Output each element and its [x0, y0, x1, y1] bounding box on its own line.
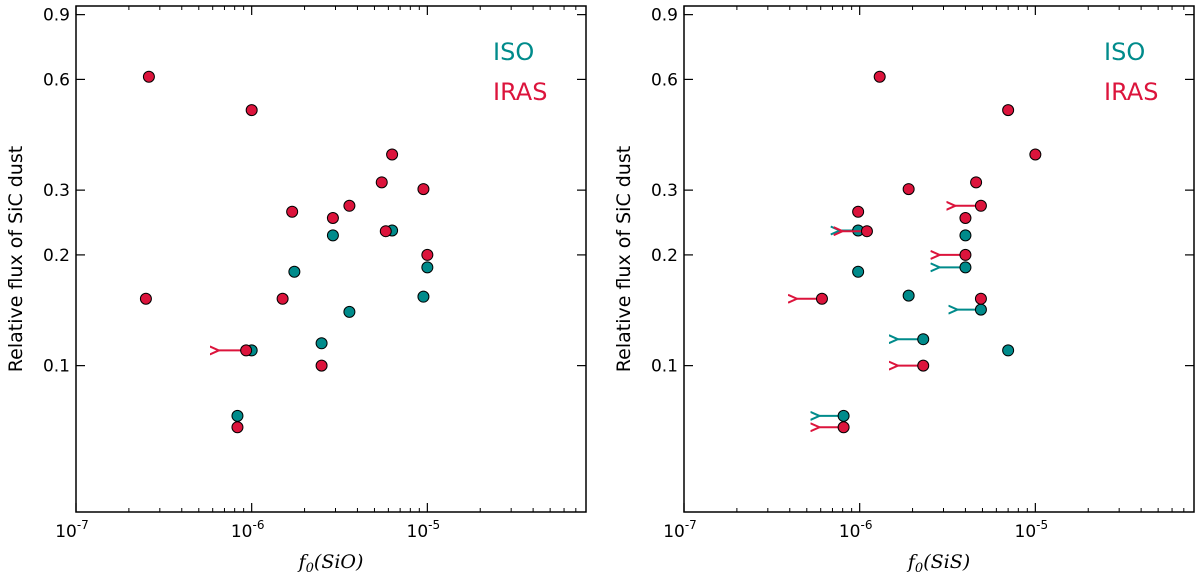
iras-point [139, 292, 152, 305]
right-panel: 0.1 0.2 0.3 0.6 0.9 10-7 10-6 10-5 ISO IRAS Re… [613, 5, 1195, 576]
iras-point [343, 199, 356, 212]
iso-point [837, 409, 850, 422]
legend-iras: IRAS [1104, 78, 1158, 106]
iras-point [231, 421, 244, 434]
iras-point [276, 292, 289, 305]
data-marks [139, 70, 434, 434]
iso-point [421, 261, 434, 274]
iras-point [379, 225, 392, 238]
y-tick-label: 0.3 [43, 181, 70, 201]
iras-point [970, 176, 983, 189]
x-tick-label: 10-6 [839, 518, 873, 542]
iso-point [315, 337, 328, 350]
iras-point [815, 292, 828, 305]
y-axis-label: Relative flux of SiC dust [5, 146, 27, 372]
y-tick-label: 0.1 [43, 357, 70, 377]
iras-point [421, 248, 434, 261]
y-tick-label: 0.9 [651, 6, 678, 26]
iso-point [902, 289, 915, 302]
x-tick-label: 10-5 [407, 518, 441, 542]
iras-point [326, 211, 339, 224]
y-ticks: 0.1 0.2 0.3 0.6 0.9 [43, 6, 586, 377]
iso-point [852, 265, 865, 278]
iras-point [873, 70, 886, 83]
iso-point [288, 265, 301, 278]
iras-point [417, 183, 430, 196]
iso-point [959, 261, 972, 274]
y-tick-label: 0.6 [43, 70, 70, 90]
iras-point [974, 292, 987, 305]
iras-point [837, 421, 850, 434]
iras-point [1002, 104, 1015, 117]
y-tick-label: 0.6 [651, 70, 678, 90]
iras-point [240, 344, 253, 357]
iso-point [417, 290, 430, 303]
iso-point [343, 305, 356, 318]
iras-point [245, 104, 258, 117]
x-ticks: 10-7 10-6 10-5 [55, 6, 587, 542]
legend-iso: ISO [493, 38, 534, 66]
iso-point [974, 303, 987, 316]
x-axis-label: f0(SiO) [297, 551, 364, 576]
iras-point [959, 248, 972, 261]
y-ticks: 0.1 0.2 0.3 0.6 0.9 [651, 6, 1194, 377]
iso-point [326, 229, 339, 242]
iras-point [386, 148, 399, 161]
iras-point [375, 176, 388, 189]
x-axis-label: f0(SiS) [906, 551, 970, 576]
plot-frame [683, 5, 1195, 513]
y-tick-label: 0.2 [43, 246, 70, 266]
iras-point [917, 359, 930, 372]
x-tick-label: 10-5 [1015, 518, 1049, 542]
legend-iras: IRAS [493, 78, 547, 106]
y-tick-label: 0.2 [651, 246, 678, 266]
y-tick-label: 0.9 [43, 6, 70, 26]
iras-point [902, 183, 915, 196]
iras-point [315, 359, 328, 372]
left-panel: 0.1 0.2 0.3 0.6 0.9 10-7 10-6 10-5 ISO IRAS Re… [5, 5, 587, 576]
iras-point [974, 199, 987, 212]
x-tick-label: 10-6 [231, 518, 265, 542]
y-tick-label: 0.1 [651, 357, 678, 377]
iras-point [286, 205, 299, 218]
x-ticks: 10-7 10-6 10-5 [663, 6, 1195, 542]
iso-point [917, 333, 930, 346]
x-tick-label: 10-7 [663, 518, 697, 542]
iras-point [860, 225, 873, 238]
y-tick-label: 0.3 [651, 181, 678, 201]
iras-point [959, 211, 972, 224]
legend-iso: ISO [1104, 38, 1145, 66]
iras-point [1029, 148, 1042, 161]
iso-point [231, 409, 244, 422]
iso-point [1002, 344, 1015, 357]
x-tick-label: 10-7 [55, 518, 89, 542]
y-axis-label: Relative flux of SiC dust [613, 146, 635, 372]
iras-point [852, 205, 865, 218]
iso-point [959, 229, 972, 242]
iras-point [142, 70, 155, 83]
plot-frame [75, 5, 587, 513]
data-marks [797, 70, 1042, 434]
